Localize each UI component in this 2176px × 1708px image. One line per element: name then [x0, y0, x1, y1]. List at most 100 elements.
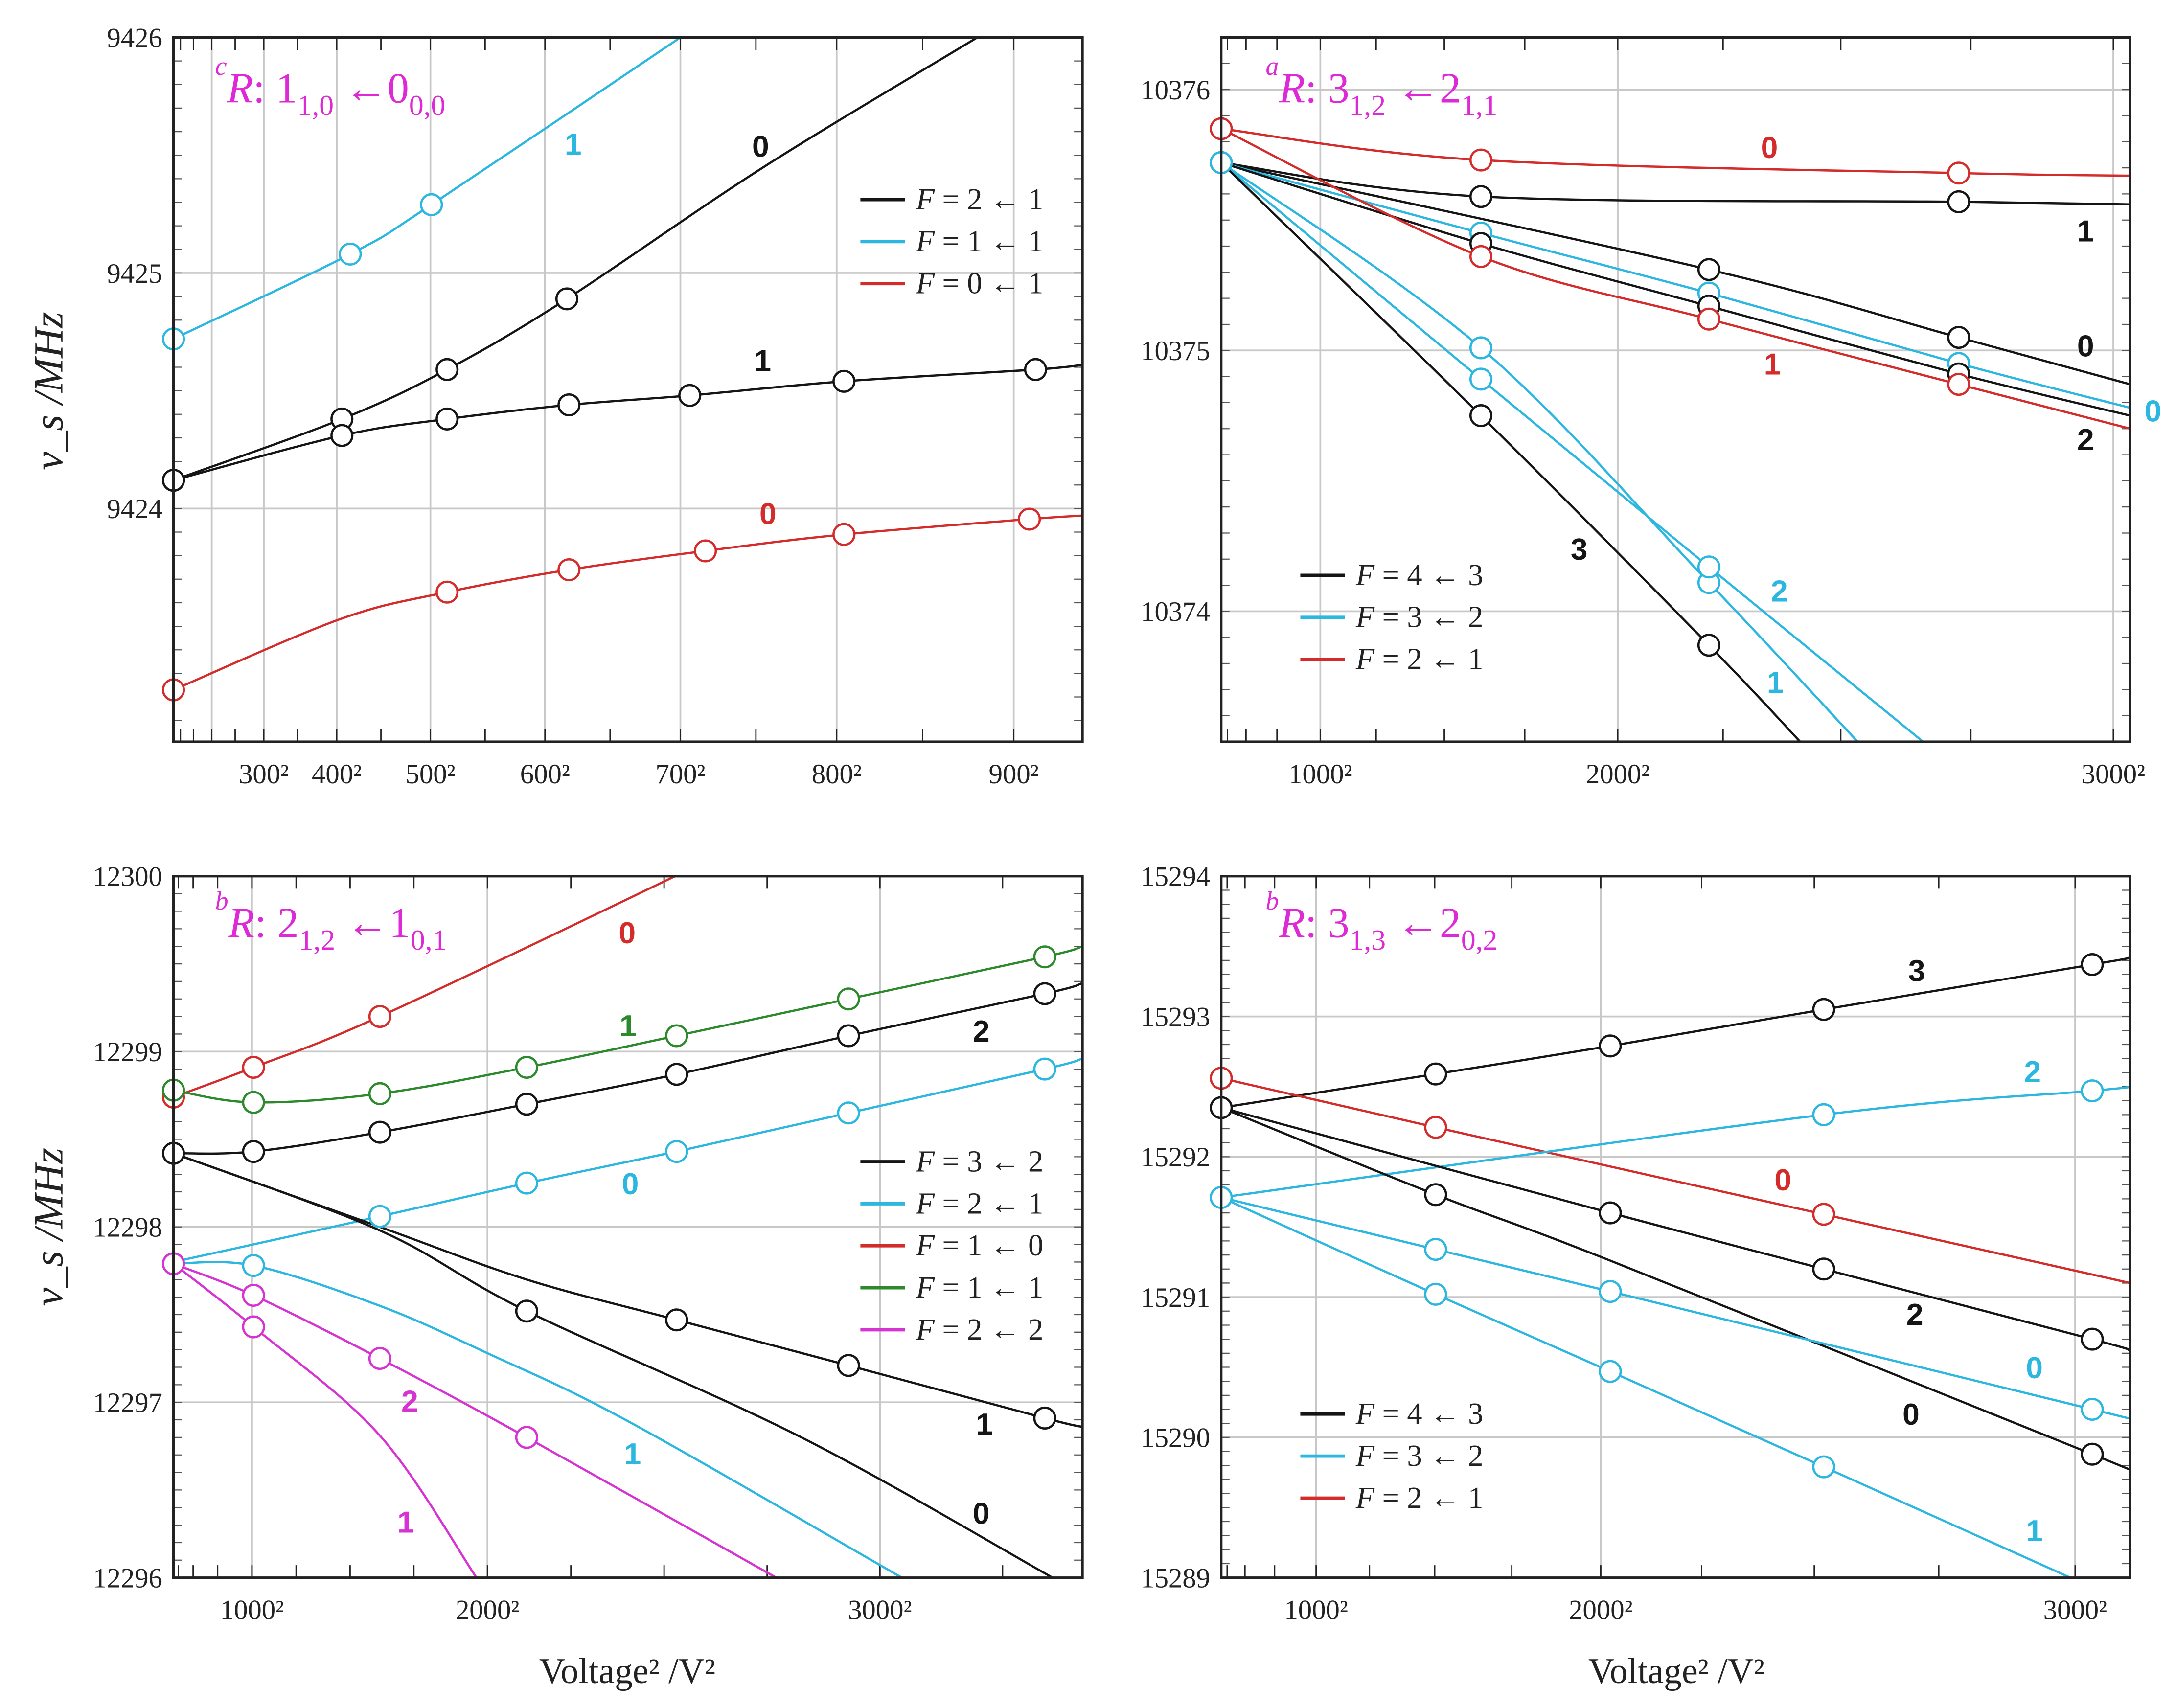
legend-label: F = 2 ← 1 — [916, 1186, 1043, 1220]
title-part: 3 — [1328, 65, 1350, 113]
data-point — [1812, 1103, 1835, 1126]
branch-label: 1 — [624, 1437, 641, 1471]
data-point — [1697, 634, 1720, 657]
title-part: ← — [334, 65, 388, 113]
branch-label: 0 — [622, 1167, 639, 1201]
data-point — [368, 1347, 391, 1370]
legend-label-symbol: F — [1355, 558, 1375, 592]
plot-frame — [172, 875, 1084, 1579]
data-point — [1947, 373, 1970, 396]
data-point — [557, 558, 581, 582]
title-part: ← — [1386, 900, 1440, 947]
transition-title: aR: 31,2 ←21,1 — [1266, 51, 1498, 121]
legend-label-text: = 2 ← 1 — [935, 1186, 1043, 1220]
data-point — [1424, 1062, 1447, 1086]
y-tick-label: 12300 — [93, 862, 162, 892]
data-point — [339, 242, 362, 266]
x-tick-label: 300² — [239, 759, 289, 790]
legend-label-text: = 2 ← 1 — [1374, 642, 1483, 676]
title-part: 3 — [1328, 900, 1350, 947]
title-part: R — [227, 65, 253, 113]
series-line — [1221, 161, 1858, 742]
title-part: ← — [335, 900, 389, 947]
x-tick-label: 1000² — [1288, 759, 1352, 790]
data-point — [242, 1315, 265, 1339]
series-line — [1221, 1106, 2130, 1352]
y-axis-label-top: ν_s /MHz — [26, 312, 72, 470]
legend-label-symbol: F — [1355, 1481, 1375, 1515]
x-axis-label-right: Voltage² /V² — [1588, 1651, 1764, 1691]
data-point — [665, 1140, 688, 1163]
series-line — [1221, 127, 2130, 177]
legend-label-text: = 1 ← 1 — [935, 1271, 1043, 1304]
series-line — [173, 1262, 779, 1578]
data-point — [832, 369, 856, 393]
title-part: 2 — [1440, 900, 1461, 947]
y-tick-label: 12296 — [93, 1563, 162, 1594]
branch-label: 3 — [1908, 955, 1925, 988]
title-part: R — [228, 900, 255, 947]
branch-label: 2 — [2024, 1055, 2041, 1089]
data-point — [1812, 1455, 1835, 1479]
title-part: ← — [1386, 65, 1440, 113]
data-point — [242, 1254, 265, 1277]
data-point — [557, 393, 581, 417]
y-tick-label: 10376 — [1141, 75, 1210, 106]
data-point — [1812, 998, 1835, 1021]
x-tick-label: 2000² — [1586, 759, 1649, 790]
data-point — [1033, 945, 1056, 969]
series-line — [173, 945, 1083, 1104]
branch-label: 0 — [752, 130, 769, 164]
transition-title: bR: 21,2 ←10,1 — [215, 886, 447, 956]
legend-label-symbol: F — [916, 267, 935, 300]
data-point — [837, 987, 860, 1011]
data-point — [515, 1426, 538, 1449]
series-group — [1221, 127, 2130, 742]
chart-panel-3: 12300 12299 12298 12297 12296 1000² 2000² 3000²… — [93, 862, 1084, 1626]
data-point — [1812, 1257, 1835, 1281]
data-point — [1469, 336, 1493, 360]
series-line — [173, 1263, 478, 1578]
series-line — [173, 37, 980, 481]
y-tick-label: 15293 — [1141, 1002, 1210, 1032]
data-point — [678, 384, 702, 407]
legend-label-symbol: F — [916, 182, 935, 216]
legend-label: F = 3 ← 2 — [1355, 600, 1483, 634]
branch-label: 0 — [2077, 329, 2094, 363]
y-tick-label: 12298 — [93, 1212, 162, 1243]
legend-label: F = 2 ← 1 — [916, 182, 1043, 216]
data-point — [1697, 307, 1720, 331]
y-tick-label: 12299 — [93, 1037, 162, 1068]
series-line — [1221, 161, 2130, 205]
legend-label-text: = 3 ← 2 — [1374, 600, 1483, 634]
data-point — [1947, 326, 1970, 349]
legend-label-text: = 3 ← 2 — [1374, 1439, 1483, 1473]
data-point — [1469, 404, 1493, 428]
legend-label-text: = 2 ← 1 — [935, 182, 1043, 216]
x-tick-label: 2000² — [456, 1595, 519, 1626]
branch-label: 1 — [397, 1506, 414, 1540]
data-point — [435, 580, 459, 604]
series-line — [173, 982, 1083, 1155]
x-tick-label: 700² — [655, 759, 705, 790]
data-point — [1599, 1034, 1622, 1058]
series-line — [1221, 128, 2130, 430]
x-tick-label: 3000² — [2043, 1595, 2107, 1626]
x-tick-label: 500² — [406, 759, 456, 790]
series-line — [173, 364, 1083, 481]
series-group — [173, 876, 1083, 1578]
title-part: : — [1305, 900, 1328, 947]
title-part: : — [254, 900, 277, 947]
legend-label-symbol: F — [916, 1229, 935, 1262]
data-point — [837, 1354, 860, 1377]
data-point — [1033, 1057, 1056, 1081]
data-point — [1947, 190, 1970, 213]
data-point — [665, 1024, 688, 1048]
data-point — [330, 424, 354, 447]
legend-label-text: = 1 ← 0 — [935, 1229, 1043, 1262]
data-point — [1018, 507, 1041, 531]
legend-label-text: = 4 ← 3 — [1374, 558, 1483, 592]
transition-title: bR: 31,3 ←20,2 — [1266, 886, 1498, 956]
legend-label: F = 2 ← 2 — [916, 1313, 1043, 1346]
title-part: 0 — [388, 65, 409, 113]
